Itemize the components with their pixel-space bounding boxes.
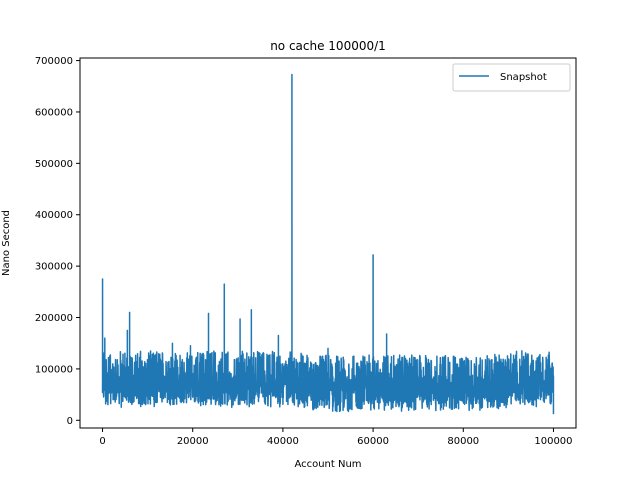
x-tick-label: 80000 — [447, 436, 479, 447]
y-tick-label: 600000 — [35, 107, 73, 118]
x-axis: 0 20000 40000 60000 80000 100000 — [99, 428, 573, 447]
plot-frame — [79, 57, 577, 429]
y-tick-label: 0 — [67, 416, 73, 427]
y-tick-label: 700000 — [35, 56, 73, 67]
legend-box — [452, 63, 571, 92]
x-tick-label: 0 — [99, 436, 105, 447]
x-tick-label: 60000 — [357, 436, 389, 447]
y-tick-label: 100000 — [35, 364, 73, 375]
y-tick-label: 500000 — [35, 159, 73, 170]
series-line-snapshot — [101, 73, 555, 415]
legend-label-snapshot: Snapshot — [500, 72, 547, 83]
y-tick-label: 300000 — [35, 262, 73, 273]
y-axis: 0 100000 200000 300000 400000 500000 600000 700… — [35, 56, 80, 427]
legend: Snapshot — [452, 63, 571, 92]
x-tick-label: 40000 — [267, 436, 299, 447]
x-tick-label: 100000 — [534, 436, 572, 447]
y-axis-label: Nano Second — [1, 210, 12, 276]
plot-area — [79, 57, 577, 429]
y-tick-label: 400000 — [35, 210, 73, 221]
chart-title: no cache 100000/1 — [270, 39, 386, 53]
y-tick-label: 200000 — [35, 313, 73, 324]
x-axis-label: Account Num — [294, 459, 361, 470]
x-tick-label: 20000 — [177, 436, 209, 447]
series-snapshot — [101, 73, 555, 415]
